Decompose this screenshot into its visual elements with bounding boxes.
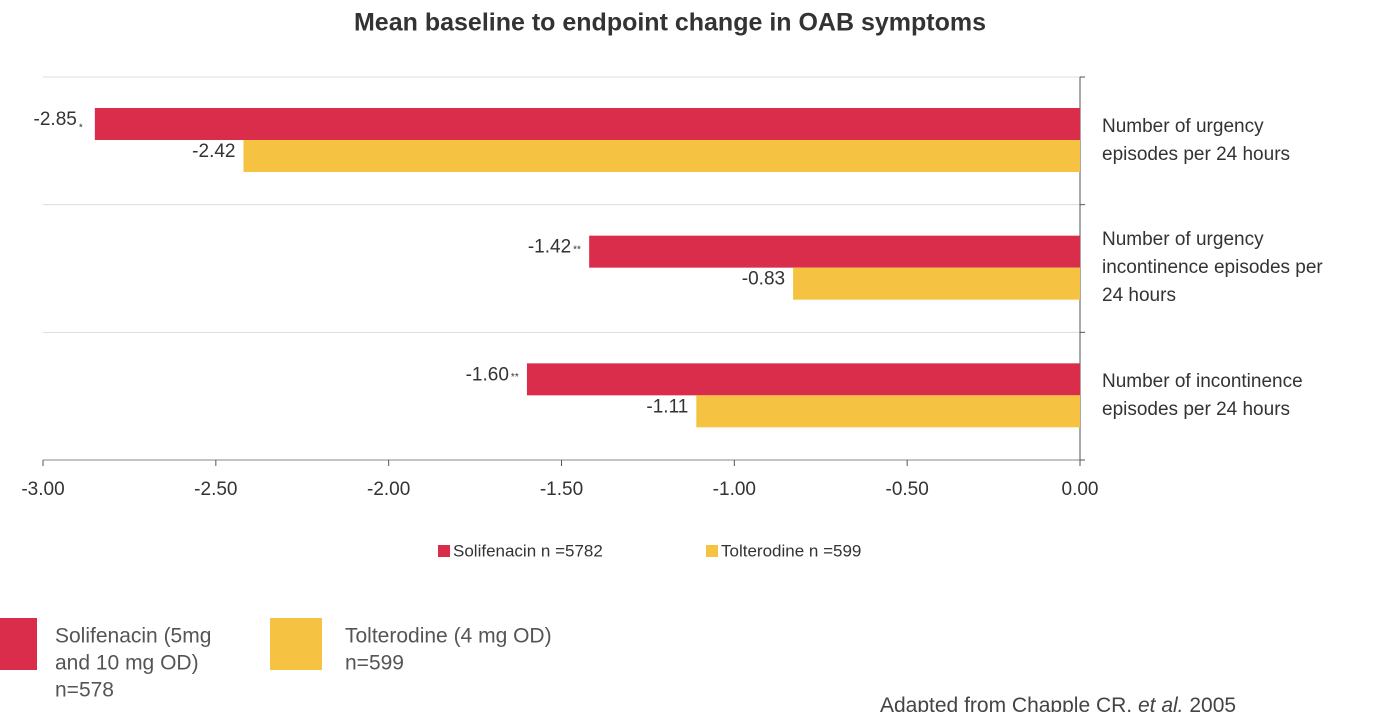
- significance-marker: **: [573, 244, 581, 255]
- category-label: Number of urgency incontinence episodes …: [1102, 229, 1323, 307]
- bar: [94, 108, 1081, 140]
- bar: [526, 363, 1080, 396]
- x-tick-label: -2.00: [367, 479, 410, 500]
- source-note: Adapted from Chapple CR, et al. 2005: [880, 694, 1236, 712]
- bar: [793, 267, 1080, 300]
- significance-marker: **: [511, 372, 519, 383]
- legend-label: Solifenacin n =5782: [453, 541, 603, 560]
- key-label: n=578: [55, 679, 114, 702]
- chart-title: Mean baseline to endpoint change in OAB …: [354, 9, 986, 37]
- legend-label: Tolterodine n =599: [721, 541, 861, 560]
- value-label: -2.85: [34, 109, 77, 130]
- key-label: and 10 mg OD): [55, 652, 199, 675]
- legend-swatch: [438, 545, 450, 557]
- bar: [589, 235, 1080, 268]
- x-tick-label: -2.50: [194, 479, 237, 500]
- bar: [243, 140, 1080, 172]
- x-tick-label: 0.00: [1062, 479, 1099, 500]
- value-label: -1.11: [646, 396, 688, 417]
- source-part: et al.: [1138, 694, 1184, 712]
- value-label: -1.60: [466, 364, 509, 385]
- key-label: n=599: [345, 652, 404, 675]
- key-swatch: [0, 618, 37, 670]
- x-tick-label: -3.00: [21, 479, 64, 500]
- source-part: Adapted from Chapple CR,: [880, 694, 1138, 712]
- category-label: Number of urgency episodes per 24 hours: [1102, 115, 1291, 165]
- category-label: Number of incontinence episodes per 24 h…: [1102, 371, 1303, 421]
- value-label: -2.42: [192, 141, 235, 162]
- bar: [696, 395, 1080, 428]
- x-tick-label: -1.00: [713, 479, 756, 500]
- source-part: 2005: [1184, 694, 1237, 712]
- key-label: Tolterodine (4 mg OD): [345, 625, 552, 648]
- key-swatch: [270, 618, 322, 670]
- legend-swatch: [706, 545, 718, 557]
- value-label: -0.83: [742, 269, 785, 290]
- key-label: Solifenacin (5mg: [55, 625, 211, 648]
- x-tick-label: -0.50: [886, 479, 929, 500]
- value-label: -1.42: [528, 237, 571, 258]
- significance-marker: *: [79, 123, 83, 134]
- x-tick-label: -1.50: [540, 479, 583, 500]
